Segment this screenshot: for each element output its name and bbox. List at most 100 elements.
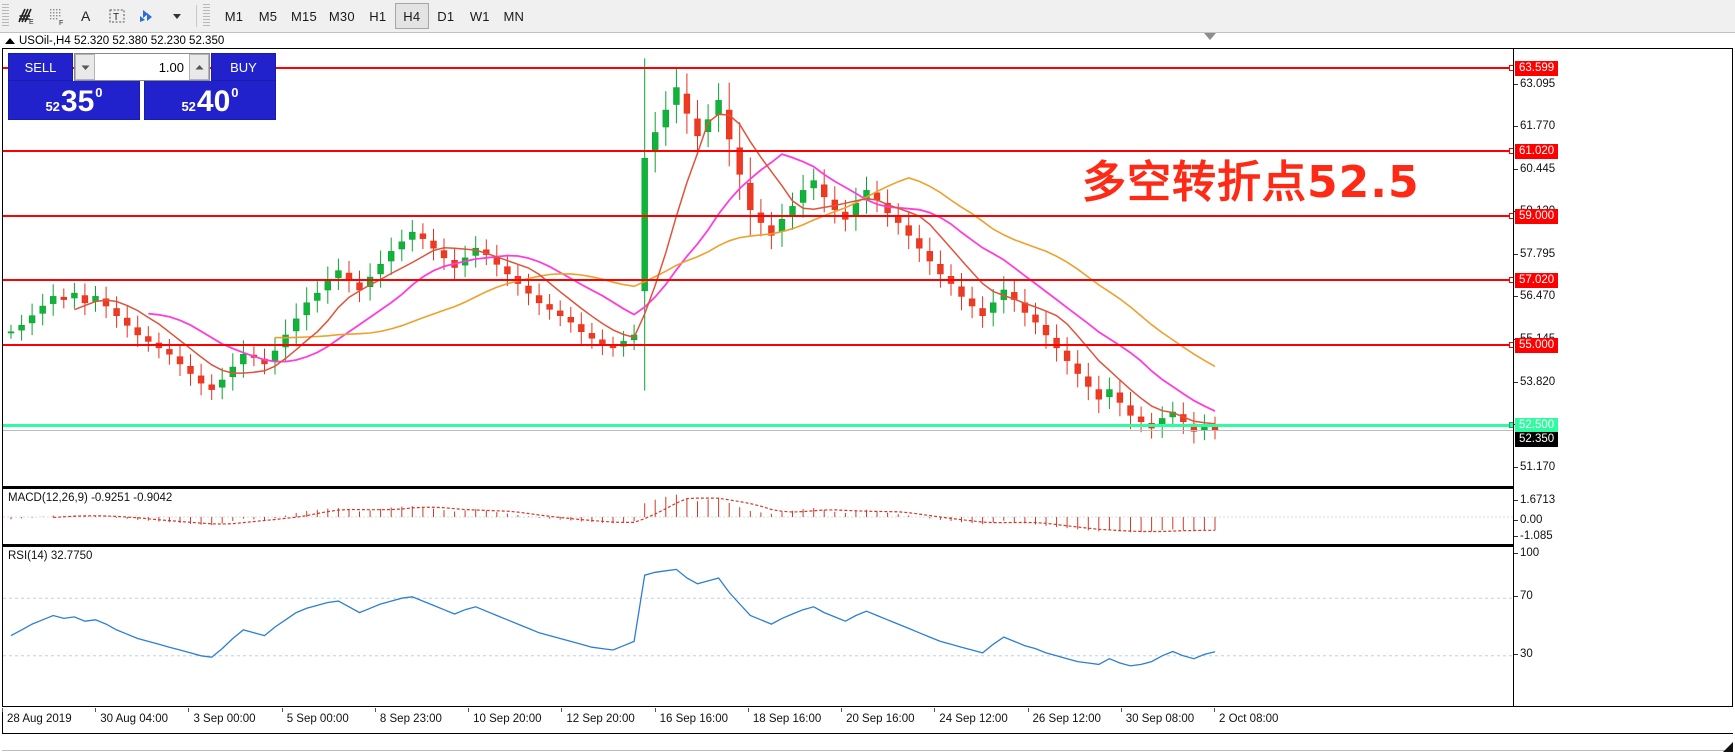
trade-panel-price-row: 52 35 0 52 40 0 <box>8 81 276 120</box>
svg-text:F: F <box>59 20 63 27</box>
price-axis-tick: 53.820 <box>1514 376 1555 388</box>
chart-scroll-marker-icon[interactable] <box>1204 33 1216 40</box>
time-axis-label: 3 Sep 00:00 <box>188 708 256 725</box>
time-axis-label: 30 Aug 04:00 <box>95 708 169 725</box>
macd-pane[interactable]: MACD(12,26,9) -0.9251 -0.9042 <box>3 488 1515 544</box>
rsi-label: RSI(14) 32.7750 <box>8 550 93 562</box>
time-axis-label: 10 Sep 20:00 <box>468 708 542 725</box>
symbol-quote-bar: USOil-,H4 52.320 52.380 52.230 52.350 <box>0 33 1735 48</box>
support-resistance-line[interactable] <box>3 213 1515 220</box>
timeframe-mn[interactable]: MN <box>503 8 525 24</box>
buy-price-prefix: 52 <box>181 99 196 114</box>
svg-text:E: E <box>29 19 34 26</box>
pane-separator-1 <box>3 486 1515 488</box>
symbol-quote-text: USOil-,H4 52.320 52.380 52.230 52.350 <box>19 34 225 47</box>
macd-label: MACD(12,26,9) -0.9251 -0.9042 <box>8 492 173 504</box>
indicators-icon[interactable]: E <box>12 2 42 30</box>
sell-button[interactable]: SELL <box>8 53 73 81</box>
macd-series <box>3 494 1515 533</box>
support-resistance-line[interactable] <box>3 422 1515 429</box>
price-axis-badge-red[interactable]: 61.020 <box>1515 144 1559 160</box>
price-axis-badge-red[interactable]: 59.000 <box>1515 209 1559 225</box>
timeframe-m5[interactable]: M5 <box>258 8 278 24</box>
buy-price-big: 40 <box>196 85 231 118</box>
one-click-trading-panel: SELL 1.00 BUY 52 35 0 <box>8 53 276 120</box>
price-axis-badge-red[interactable]: 57.020 <box>1515 272 1559 288</box>
price-axis[interactable]: 63.09561.77060.44559.12057.79556.47055.1… <box>1513 49 1732 706</box>
time-axis-label: 12 Sep 20:00 <box>561 708 635 725</box>
candlestick-series <box>7 58 1219 444</box>
rsi-pane[interactable]: RSI(14) 32.7750 <box>3 546 1515 706</box>
toolbar-grip[interactable] <box>2 4 9 28</box>
text-label-icon[interactable]: T <box>102 2 132 30</box>
price-axis-badge-red[interactable]: 55.000 <box>1515 337 1559 353</box>
rsi-series <box>3 568 1515 667</box>
timeframe-h1[interactable]: H1 <box>369 8 387 24</box>
timeframe-w1[interactable]: W1 <box>469 8 490 24</box>
timeframe-m30[interactable]: M30 <box>328 8 355 24</box>
dropdown-arrow-icon[interactable] <box>162 2 192 30</box>
svg-text:T: T <box>113 12 119 23</box>
price-axis-badge-black[interactable]: 52.350 <box>1515 431 1559 447</box>
buy-price-display[interactable]: 52 40 0 <box>144 81 276 120</box>
time-axis-label: 8 Sep 23:00 <box>374 708 442 725</box>
time-axis-label: 28 Aug 2019 <box>2 708 72 725</box>
timeframe-m1[interactable]: M1 <box>224 8 244 24</box>
volume-increase-button[interactable] <box>189 54 209 80</box>
time-axis-label: 18 Sep 16:00 <box>747 708 822 725</box>
time-axis-label: 5 Sep 00:00 <box>281 708 349 725</box>
pane-separator-2 <box>3 544 1515 546</box>
support-resistance-line[interactable] <box>3 276 1515 283</box>
buy-button[interactable]: BUY <box>211 53 276 81</box>
price-axis-tick: 56.470 <box>1514 290 1555 302</box>
rsi-axis-tick: 100 <box>1514 547 1539 559</box>
macd-axis-tick: 0.00 <box>1514 514 1542 526</box>
price-axis-tick: 57.795 <box>1514 248 1555 260</box>
time-axis-label: 20 Sep 16:00 <box>841 708 915 725</box>
timeframe-d1[interactable]: D1 <box>437 8 455 24</box>
text-icon[interactable]: A <box>72 2 102 30</box>
chart-scroll-strip[interactable] <box>2 734 1733 751</box>
grid-icon[interactable]: F <box>42 2 72 30</box>
macd-axis-tick: 1.6713 <box>1514 494 1555 506</box>
main-toolbar: E F A <box>0 0 1735 33</box>
buy-price-sup: 0 <box>231 85 239 100</box>
price-axis-badge-red[interactable]: 63.599 <box>1515 61 1559 77</box>
chart-annotation-text[interactable]: 多空转折点52.5 <box>1082 157 1420 208</box>
objects-icon[interactable] <box>132 2 162 30</box>
time-axis[interactable]: 28 Aug 2019 30 Aug 04:00 3 Sep 00:00 5 Sep … <box>2 708 1733 734</box>
time-axis-label: 24 Sep 12:00 <box>934 708 1008 725</box>
chart-frame: MACD(12,26,9) -0.9251 -0.9042 RSI(14) 32… <box>2 48 1733 707</box>
timeframe-h4[interactable]: H4 <box>394 3 429 29</box>
volume-stepper[interactable]: 1.00 <box>74 53 210 81</box>
trade-panel-top-row: SELL 1.00 BUY <box>8 53 276 81</box>
timeframe-group: M1 M5 M15 M30 H1 H4 D1 W1 MN <box>217 3 531 29</box>
sell-price-sup: 0 <box>95 85 103 100</box>
price-axis-tick: 63.095 <box>1514 78 1555 90</box>
rsi-axis-tick: 70 <box>1514 590 1533 602</box>
time-axis-label: 30 Sep 08:00 <box>1120 708 1195 725</box>
collapse-triangle-icon[interactable] <box>5 37 15 44</box>
macd-axis-tick: -1.085 <box>1514 530 1553 542</box>
volume-input[interactable]: 1.00 <box>158 59 184 75</box>
sell-price-big: 35 <box>60 85 95 118</box>
time-axis-label: 2 Oct 08:00 <box>1213 708 1279 725</box>
timeframe-grip[interactable] <box>203 4 210 28</box>
current-price-line <box>3 429 1515 431</box>
svg-text:A: A <box>81 8 91 24</box>
price-axis-tick: 60.445 <box>1514 163 1555 175</box>
toolbar-divider <box>196 5 197 27</box>
price-axis-badge-green[interactable]: 52.500 <box>1515 417 1559 433</box>
price-axis-tick: 61.770 <box>1514 120 1555 132</box>
price-axis-tick: 51.170 <box>1514 461 1555 473</box>
time-axis-label: 16 Sep 16:00 <box>654 708 729 725</box>
rsi-axis-tick: 30 <box>1514 648 1533 660</box>
resize-corner-icon[interactable] <box>1723 742 1733 752</box>
price-pane[interactable] <box>3 49 1515 486</box>
timeframe-m15[interactable]: M15 <box>291 8 317 24</box>
sell-price-prefix: 52 <box>45 99 60 114</box>
sell-price-display[interactable]: 52 35 0 <box>8 81 140 120</box>
volume-decrease-button[interactable] <box>75 54 95 80</box>
support-resistance-line[interactable] <box>3 341 1515 348</box>
